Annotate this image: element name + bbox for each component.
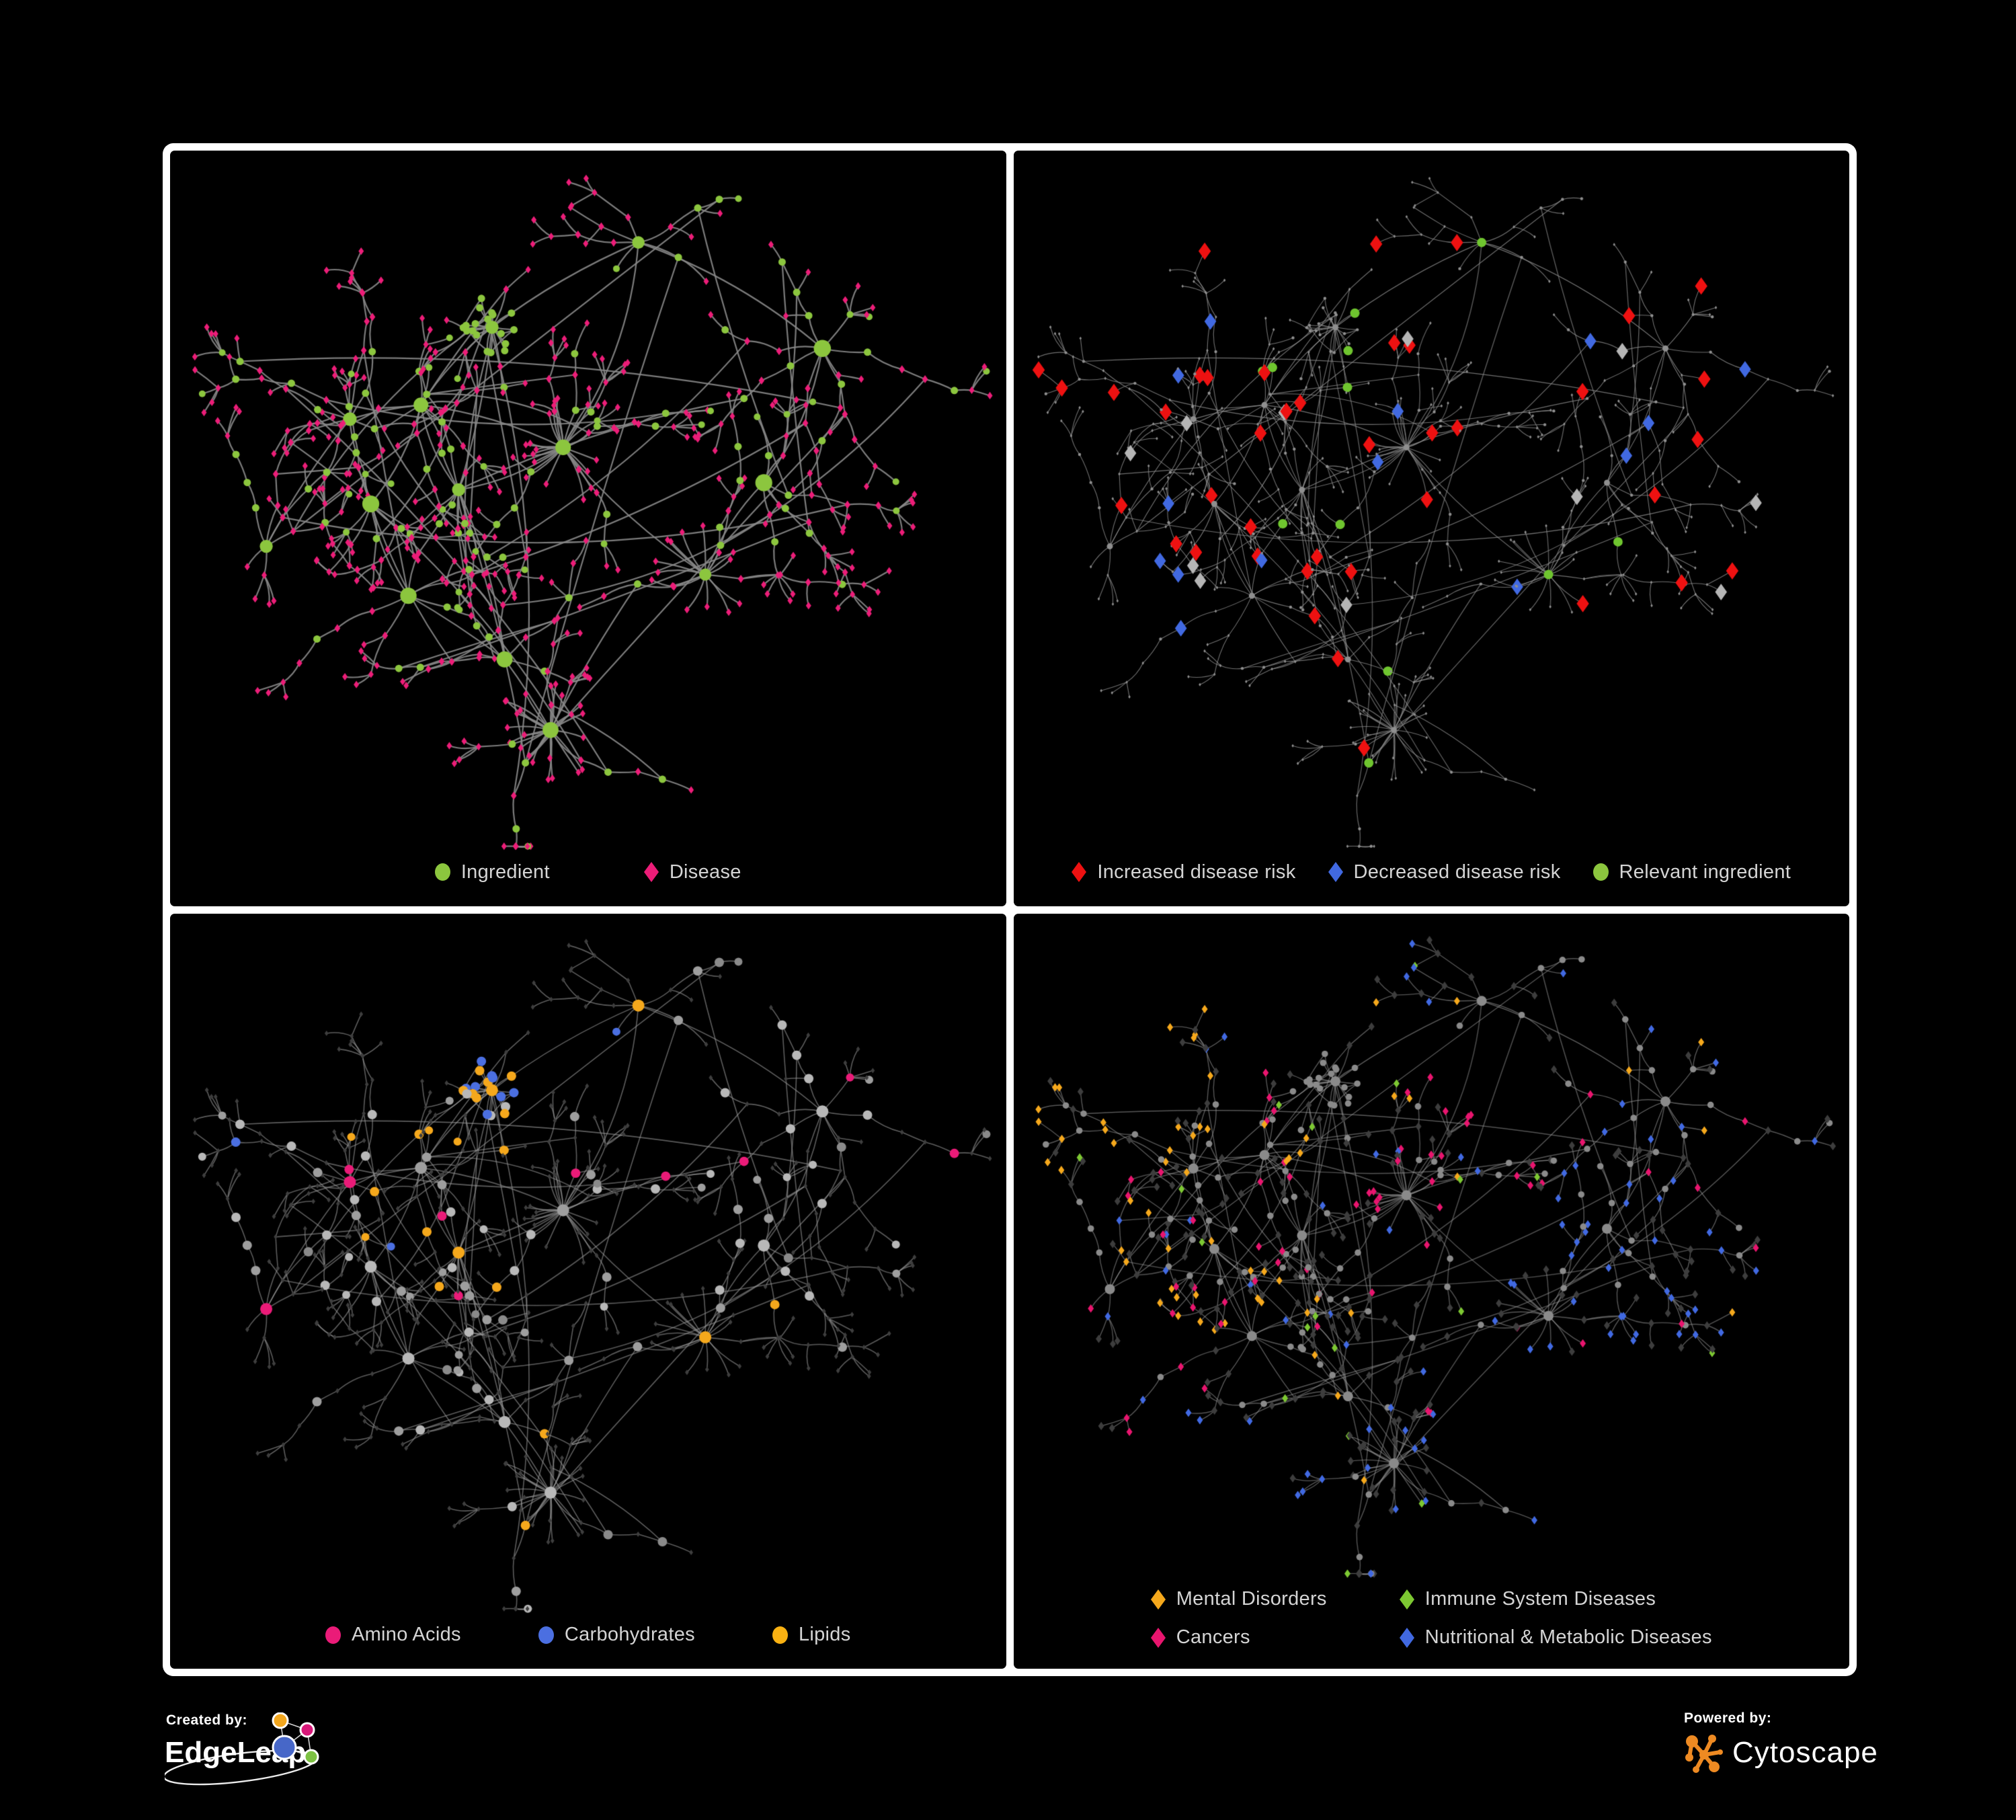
cytoscape-logo-icon xyxy=(1685,1735,1723,1773)
legend-disease-categories: Mental Disorders Immune System Diseases … xyxy=(1014,1584,1850,1669)
legend-label: Mental Disorders xyxy=(1176,1588,1327,1610)
legend-label: Amino Acids xyxy=(351,1624,461,1645)
ingredient-marker-icon xyxy=(434,863,450,881)
legend-item-nutritional-metabolic-diseases: Nutritional & Metabolic Diseases xyxy=(1399,1626,1712,1649)
disease-risk-network-canvas xyxy=(1013,151,1849,857)
powered-by-label: Powered by: xyxy=(1684,1710,1772,1726)
legend-label: Nutritional & Metabolic Diseases xyxy=(1424,1626,1712,1648)
legend-ingredient-categories: Amino Acids Carbohydrates Lipids xyxy=(170,1620,1006,1669)
legend-item-immune-system-diseases: Immune System Diseases xyxy=(1399,1588,1656,1610)
legend-item-amino-acids: Amino Acids xyxy=(325,1624,461,1646)
immune-system-diseases-marker-icon xyxy=(1399,1589,1414,1610)
ingredient-disease-network-canvas xyxy=(170,151,1006,857)
legend-label: Immune System Diseases xyxy=(1424,1588,1656,1610)
disease-marker-icon xyxy=(643,862,659,882)
network-view xyxy=(1013,151,1849,857)
nutritional-metabolic-diseases-marker-icon xyxy=(1399,1627,1414,1648)
network-view xyxy=(170,151,1006,857)
legend-disease-risk: Increased disease risk Decreased disease… xyxy=(1014,857,1850,906)
increased-risk-marker-icon xyxy=(1072,862,1087,882)
disease-categories-network-canvas xyxy=(1013,913,1849,1584)
ingredient-categories-network-canvas xyxy=(170,913,1006,1620)
relevant-ingredient-marker-icon xyxy=(1592,863,1609,881)
legend-label: Lipids xyxy=(798,1624,851,1645)
legend-label: Relevant ingredient xyxy=(1619,861,1791,883)
amino-acids-marker-icon xyxy=(325,1626,341,1644)
cytoscape-brand: Cytoscape xyxy=(1732,1736,1878,1769)
legend-item-decreased-risk: Decreased disease risk xyxy=(1328,861,1561,883)
legend-label: Carbohydrates xyxy=(564,1624,695,1645)
powered-by-block: Powered by: Cytoscape xyxy=(1684,1710,1878,1774)
legend-item-cancers: Cancers xyxy=(1150,1626,1250,1649)
legend-item-mental-disorders: Mental Disorders xyxy=(1150,1588,1327,1610)
legend-item-disease: Disease xyxy=(643,861,741,883)
created-by-label: Created by: xyxy=(166,1712,248,1728)
decreased-risk-marker-icon xyxy=(1328,862,1343,882)
mental-disorders-marker-icon xyxy=(1150,1589,1166,1610)
network-view xyxy=(170,913,1006,1620)
legend-item-increased-risk: Increased disease risk xyxy=(1072,861,1295,883)
network-view xyxy=(1013,913,1849,1584)
lipids-marker-icon xyxy=(772,1626,788,1644)
cancers-marker-icon xyxy=(1150,1627,1166,1648)
created-by-block: Created by: EdgeLeap xyxy=(165,1712,434,1800)
legend-label: Cancers xyxy=(1176,1626,1250,1648)
figure-grid: Ingredient Disease Increased disease ris… xyxy=(163,143,1857,1676)
panel-disease-categories-network: Mental Disorders Immune System Diseases … xyxy=(1013,913,1850,1669)
panel-disease-risk-network: Increased disease risk Decreased disease… xyxy=(1013,151,1850,906)
legend-label: Decreased disease risk xyxy=(1353,861,1561,883)
edgeleap-logo-icon: EdgeLeap xyxy=(165,1712,319,1786)
legend-ingredient-disease: Ingredient Disease xyxy=(170,857,1006,906)
legend-item-lipids: Lipids xyxy=(772,1624,851,1646)
panel-ingredient-categories-network: Amino Acids Carbohydrates Lipids xyxy=(170,913,1006,1669)
panel-ingredient-disease-network: Ingredient Disease xyxy=(170,151,1006,906)
legend-item-carbohydrates: Carbohydrates xyxy=(538,1624,695,1646)
legend-label: Ingredient xyxy=(460,861,550,883)
carbohydrates-marker-icon xyxy=(538,1626,554,1644)
legend-label: Increased disease risk xyxy=(1097,861,1296,883)
legend-item-relevant-ingredient: Relevant ingredient xyxy=(1592,861,1791,883)
legend-label: Disease xyxy=(669,861,741,883)
legend-item-ingredient: Ingredient xyxy=(434,861,550,883)
